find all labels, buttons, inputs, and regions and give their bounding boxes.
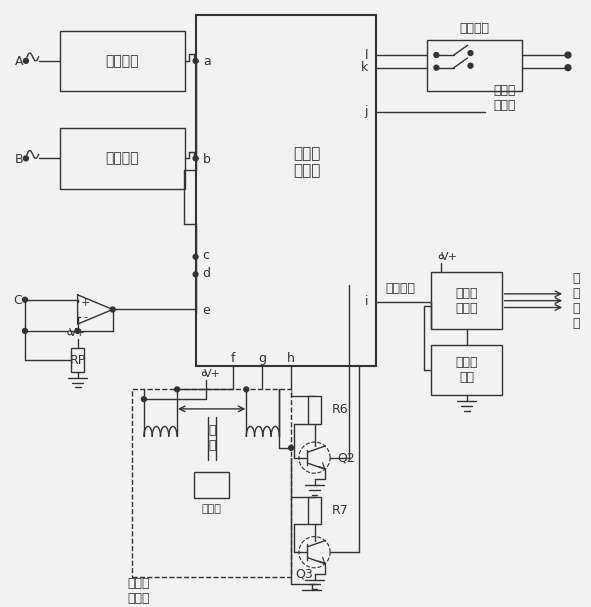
Text: -: - bbox=[83, 312, 87, 322]
Circle shape bbox=[193, 272, 198, 277]
Text: l: l bbox=[365, 49, 368, 61]
Text: V+: V+ bbox=[440, 252, 457, 262]
Text: 拨叉轴: 拨叉轴 bbox=[201, 504, 221, 514]
Text: Q2: Q2 bbox=[337, 451, 355, 464]
Circle shape bbox=[24, 58, 28, 63]
Text: 加速踩
板信号: 加速踩 板信号 bbox=[493, 84, 516, 112]
Text: 整形电路: 整形电路 bbox=[106, 151, 139, 165]
Text: i: i bbox=[365, 295, 368, 308]
Circle shape bbox=[193, 254, 198, 259]
Circle shape bbox=[141, 397, 147, 402]
Text: 整形电路: 整形电路 bbox=[106, 54, 139, 68]
Bar bbox=[196, 15, 376, 366]
Circle shape bbox=[202, 372, 206, 376]
Bar bbox=[427, 41, 522, 91]
Bar bbox=[308, 396, 322, 424]
Text: k: k bbox=[361, 61, 368, 74]
Bar bbox=[60, 30, 185, 91]
Circle shape bbox=[565, 65, 571, 70]
Text: b: b bbox=[203, 153, 211, 166]
Circle shape bbox=[193, 156, 198, 161]
Text: A: A bbox=[15, 55, 24, 69]
Text: 档位开关: 档位开关 bbox=[459, 22, 489, 35]
Bar bbox=[71, 348, 85, 372]
Text: 拨
叉: 拨 叉 bbox=[208, 424, 215, 452]
Bar bbox=[194, 472, 229, 498]
Text: RP: RP bbox=[70, 354, 86, 367]
Circle shape bbox=[68, 331, 72, 335]
Circle shape bbox=[434, 53, 439, 58]
Circle shape bbox=[439, 255, 443, 259]
Circle shape bbox=[22, 328, 27, 333]
Bar bbox=[308, 497, 322, 524]
Text: 电流传
感器: 电流传 感器 bbox=[455, 356, 478, 384]
Text: c: c bbox=[202, 249, 209, 262]
Text: 电动机
控制器: 电动机 控制器 bbox=[455, 287, 478, 314]
Text: e: e bbox=[202, 304, 210, 317]
Bar bbox=[60, 128, 185, 189]
Text: g: g bbox=[258, 351, 266, 365]
Text: V+: V+ bbox=[69, 328, 86, 338]
Circle shape bbox=[75, 328, 80, 333]
Bar bbox=[431, 345, 502, 395]
Circle shape bbox=[288, 446, 294, 450]
Circle shape bbox=[434, 65, 439, 70]
Circle shape bbox=[24, 156, 28, 161]
Circle shape bbox=[193, 58, 198, 63]
Text: +: + bbox=[81, 297, 90, 308]
Circle shape bbox=[244, 387, 249, 392]
Circle shape bbox=[174, 387, 180, 392]
Circle shape bbox=[468, 50, 473, 55]
Text: 调速信号: 调速信号 bbox=[385, 282, 415, 294]
Bar bbox=[431, 273, 502, 329]
Bar bbox=[132, 390, 291, 577]
Text: V+: V+ bbox=[204, 369, 220, 379]
Circle shape bbox=[111, 307, 115, 312]
Circle shape bbox=[468, 63, 473, 68]
Circle shape bbox=[22, 297, 27, 302]
Text: j: j bbox=[365, 105, 368, 118]
Text: B: B bbox=[15, 153, 24, 166]
Circle shape bbox=[565, 52, 571, 58]
Polygon shape bbox=[77, 295, 113, 324]
Text: 至
电
动
机: 至 电 动 机 bbox=[572, 272, 580, 330]
Text: 微电脑
处理器: 微电脑 处理器 bbox=[294, 146, 321, 178]
Text: d: d bbox=[202, 267, 210, 280]
Text: Q3: Q3 bbox=[295, 567, 313, 580]
Text: R7: R7 bbox=[332, 504, 349, 517]
Text: a: a bbox=[203, 55, 211, 69]
Text: 换挡操
纵机构: 换挡操 纵机构 bbox=[127, 577, 150, 605]
Text: h: h bbox=[287, 351, 295, 365]
Text: C: C bbox=[13, 294, 21, 307]
Text: R6: R6 bbox=[332, 404, 349, 416]
Text: f: f bbox=[230, 351, 235, 365]
